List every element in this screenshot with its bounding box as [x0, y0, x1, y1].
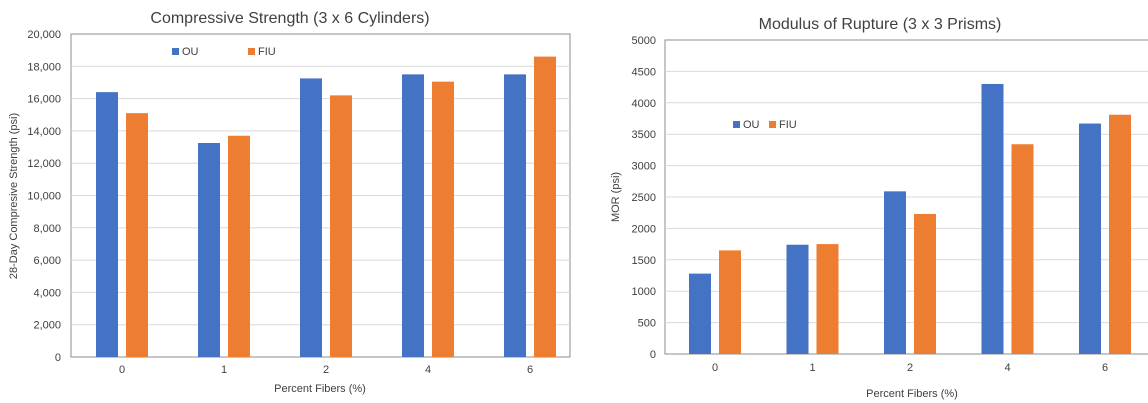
x-tick-label: 1 — [221, 364, 227, 376]
y-tick-label: 2,000 — [33, 320, 61, 332]
x-tick-label: 1 — [809, 362, 815, 374]
x-tick-label: 4 — [1004, 362, 1010, 374]
bar-ou-6 — [1079, 123, 1101, 354]
bar-fiu-1 — [816, 244, 839, 354]
x-tick-label: 0 — [119, 364, 125, 376]
x-tick-label: 6 — [527, 364, 533, 376]
bar-fiu-0 — [719, 250, 741, 354]
bar-ou-2 — [884, 191, 906, 354]
y-tick-labels: 0 500 1000 1500 2000 2500 3000 3500 4000 4500 5000 — [632, 35, 656, 361]
y-axis-label: 28-Day Compresive Strength (psi) — [8, 113, 20, 279]
bar-fiu-6 — [534, 56, 556, 358]
chart-compressive-strength: Compressive Strength (3 x 6 Cylinders) 0… — [8, 10, 571, 395]
bar-fiu-2 — [914, 213, 936, 354]
bar-ou-0 — [689, 273, 711, 354]
y-tick-label: 0 — [55, 352, 61, 364]
legend-label-fiu: FIU — [258, 46, 276, 58]
x-axis-label: Percent Fibers (%) — [274, 383, 366, 395]
legend-label-fiu: FIU — [779, 119, 797, 131]
y-tick-label: 0 — [650, 349, 656, 361]
y-tick-label: 2500 — [632, 192, 656, 204]
x-tick-label: 2 — [907, 362, 913, 374]
x-tick-labels: 0 1 2 4 6 — [712, 362, 1108, 374]
bar-fiu-2 — [330, 95, 352, 358]
legend-label-ou: OU — [182, 46, 199, 58]
bar-fiu-1 — [228, 135, 250, 357]
y-tick-label: 14,000 — [27, 126, 61, 138]
chart-modulus-of-rupture: Modulus of Rupture (3 x 3 Prisms) 050010… — [610, 16, 1148, 400]
legend: OU FIU — [172, 46, 276, 58]
bars — [96, 56, 556, 358]
legend-swatch-ou — [733, 121, 740, 128]
bar-ou-2 — [300, 78, 322, 357]
bar-ou-0 — [96, 92, 118, 357]
legend-swatch-fiu — [248, 48, 255, 55]
gridlines — [665, 70, 1148, 324]
gridlines — [71, 65, 570, 326]
bar-fiu-4 — [1011, 144, 1034, 354]
y-tick-label: 16,000 — [27, 94, 61, 106]
bar-ou-1 — [198, 143, 220, 357]
y-tick-label: 4500 — [632, 66, 656, 78]
y-tick-label: 4,000 — [33, 287, 61, 299]
chart-title: Compressive Strength (3 x 6 Cylinders) — [150, 10, 429, 27]
bar-ou-6 — [504, 74, 526, 357]
bar-ou-4 — [981, 83, 1004, 355]
x-axis-label: Percent Fibers (%) — [866, 388, 958, 400]
x-tick-label: 4 — [425, 364, 431, 376]
y-tick-label: 20,000 — [27, 29, 61, 41]
legend-swatch-fiu — [769, 121, 776, 128]
x-tick-labels: 0 1 2 4 6 — [119, 364, 533, 376]
y-tick-label: 1500 — [632, 255, 656, 267]
y-tick-label: 12,000 — [27, 158, 61, 170]
y-tick-label: 2000 — [632, 223, 656, 235]
y-axis-label: MOR (psi) — [610, 172, 622, 222]
y-tick-label: 18,000 — [27, 61, 61, 73]
y-tick-label: 6,000 — [33, 255, 61, 267]
y-tick-label: 5000 — [632, 35, 656, 47]
legend-label-ou: OU — [743, 119, 760, 131]
y-tick-label: 1000 — [632, 286, 656, 298]
chart-title: Modulus of Rupture (3 x 3 Prisms) — [759, 16, 1002, 33]
bar-fiu-6 — [1109, 114, 1131, 355]
bar-ou-4 — [402, 74, 424, 357]
y-tick-labels: 0 2,000 4,000 6,000 8,000 10,000 12,000 14,000 1… — [27, 29, 61, 364]
bar-fiu-0 — [126, 113, 148, 357]
y-tick-label: 3500 — [632, 129, 656, 141]
bar-ou-1 — [786, 244, 809, 354]
x-tick-label: 2 — [323, 364, 329, 376]
y-tick-label: 3000 — [632, 161, 656, 173]
bars — [689, 83, 1131, 355]
x-tick-label: 6 — [1102, 362, 1108, 374]
y-tick-label: 4000 — [632, 98, 656, 110]
y-tick-label: 500 — [638, 318, 656, 330]
legend-swatch-ou — [172, 48, 179, 55]
x-tick-label: 0 — [712, 362, 718, 374]
bar-fiu-4 — [432, 81, 454, 357]
y-tick-label: 8,000 — [33, 223, 61, 235]
y-tick-label: 10,000 — [27, 191, 61, 203]
legend: OU FIU — [733, 119, 797, 131]
